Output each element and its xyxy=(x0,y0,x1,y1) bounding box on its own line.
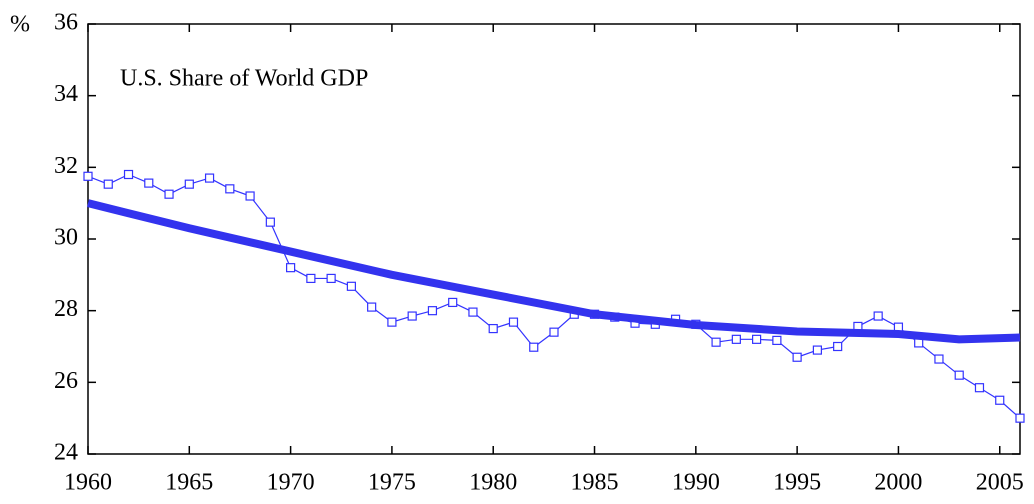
data-point xyxy=(83,171,93,181)
y-tick-label: 26 xyxy=(54,368,78,394)
data-point xyxy=(934,354,944,364)
data-point xyxy=(549,327,559,337)
data-point xyxy=(833,341,843,352)
data-point xyxy=(914,338,924,348)
data-point xyxy=(752,334,762,344)
data-point xyxy=(123,169,134,180)
data-point xyxy=(772,335,782,346)
x-tick-label: 1990 xyxy=(672,470,720,496)
data-point xyxy=(265,217,275,227)
x-tick-label: 1985 xyxy=(571,470,619,496)
data-point xyxy=(488,323,498,334)
y-tick-label: 36 xyxy=(54,10,78,36)
data-point xyxy=(144,178,154,188)
x-tick-label: 1995 xyxy=(773,470,821,496)
data-line xyxy=(87,173,1021,419)
chart-title: U.S. Share of World GDP xyxy=(120,66,368,92)
data-point xyxy=(103,179,113,189)
data-point xyxy=(974,383,985,393)
y-tick-label: 34 xyxy=(54,81,78,107)
data-point xyxy=(367,302,377,312)
data-point xyxy=(508,317,519,327)
data-point xyxy=(731,334,741,344)
data-point xyxy=(1015,413,1025,423)
data-point xyxy=(225,184,235,194)
x-tick-label: 1975 xyxy=(368,470,416,496)
data-point xyxy=(184,179,194,189)
data-point xyxy=(346,281,356,291)
x-tick-label: 2005 xyxy=(976,470,1024,496)
data-point xyxy=(204,173,215,183)
data-point xyxy=(245,191,255,201)
x-tick-label: 1970 xyxy=(267,470,315,496)
data-point xyxy=(326,273,336,284)
data-point xyxy=(448,297,458,308)
data-point xyxy=(468,307,478,317)
data-point xyxy=(711,337,721,347)
x-tick-label: 1965 xyxy=(165,470,213,496)
y-tick-label: 30 xyxy=(54,225,78,251)
y-tick-label: 24 xyxy=(54,440,78,466)
data-point xyxy=(873,311,883,321)
data-point xyxy=(792,352,802,362)
trend-line xyxy=(87,199,1021,344)
data-point xyxy=(286,263,296,273)
y-axis-unit: % xyxy=(10,12,30,38)
data-point xyxy=(529,342,539,352)
data-point xyxy=(427,306,438,316)
x-tick-label: 1980 xyxy=(469,470,517,496)
data-point xyxy=(407,311,417,321)
data-point xyxy=(995,395,1005,405)
data-point xyxy=(306,273,316,284)
data-point xyxy=(954,370,964,380)
y-tick-label: 28 xyxy=(54,296,78,322)
y-tick-label: 32 xyxy=(54,153,78,179)
x-tick-label: 2000 xyxy=(874,470,922,496)
data-point xyxy=(812,345,822,355)
x-tick-label: 1960 xyxy=(64,470,112,496)
data-point xyxy=(164,189,174,199)
data-point xyxy=(387,317,397,327)
